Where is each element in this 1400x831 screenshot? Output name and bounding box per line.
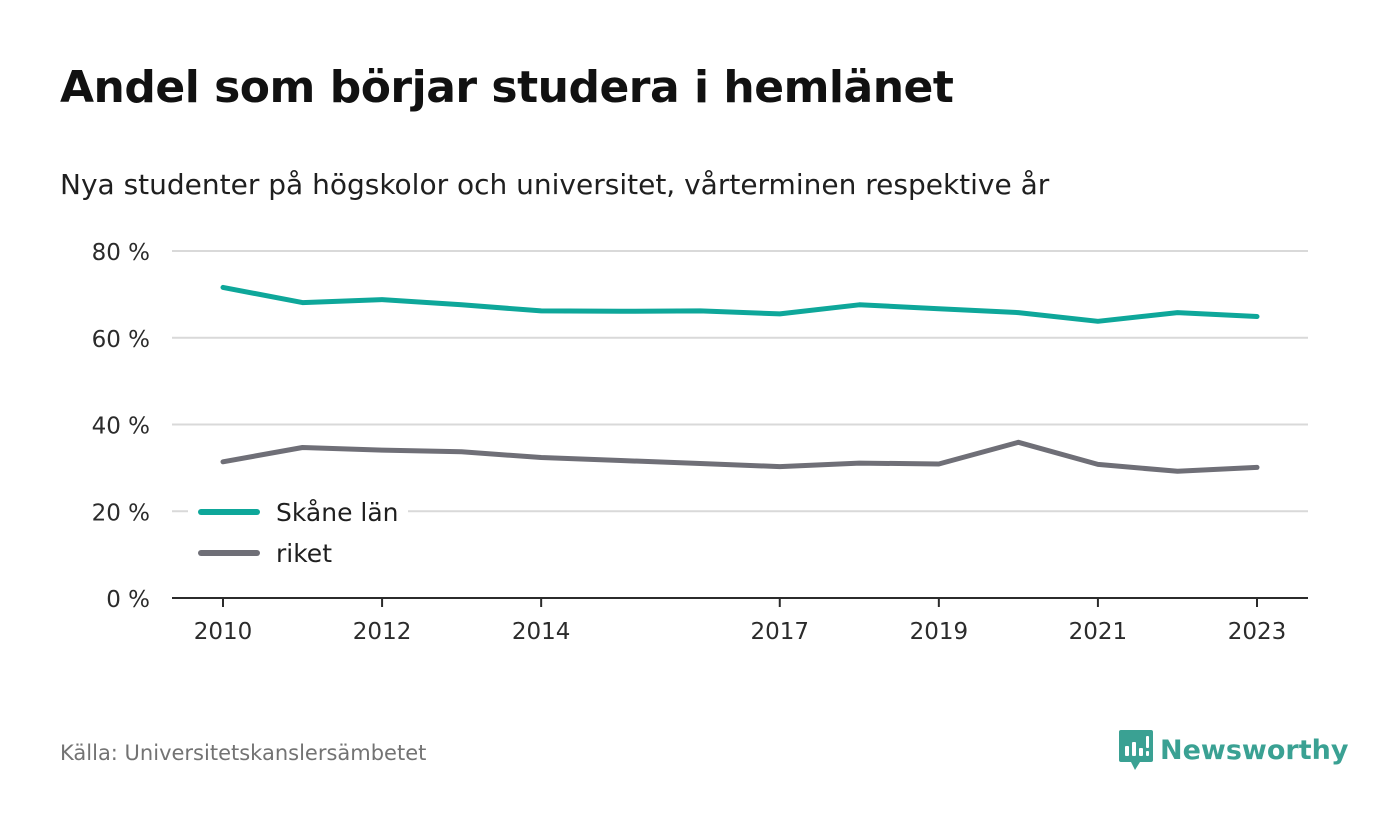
- x-tick-label: 2019: [910, 619, 969, 645]
- source-note: Källa: Universitetskanslersämbetet: [60, 741, 427, 765]
- y-tick-label: 0 %: [106, 587, 150, 613]
- newsworthy-logo-icon: [1119, 730, 1153, 770]
- x-tick-label: 2021: [1069, 619, 1128, 645]
- gridlines: [172, 250, 1308, 513]
- legend: Skåne län riket: [188, 492, 408, 574]
- y-tick-label: 20 %: [92, 500, 150, 526]
- legend-background: [188, 492, 408, 574]
- x-axis-ticks: 2010 2012 2014 2017 2019 2021 2023: [194, 598, 1287, 645]
- x-tick-label: 2014: [512, 619, 571, 645]
- y-tick-label: 80 %: [92, 240, 150, 266]
- x-tick-label: 2017: [750, 619, 809, 645]
- series-lines: [220, 284, 1260, 474]
- brand-name: Newsworthy: [1160, 734, 1349, 766]
- y-axis-ticks: 0 % 20 % 40 % 60 % 80 %: [92, 240, 150, 613]
- y-tick-label: 40 %: [92, 414, 150, 440]
- series-line-riket: [220, 439, 1260, 474]
- x-tick-label: 2023: [1228, 619, 1287, 645]
- x-tick-label: 2012: [353, 619, 412, 645]
- series-line-skane-lan: [220, 284, 1260, 324]
- brand-logo: Newsworthy: [1118, 727, 1348, 773]
- legend-label: Skåne län: [276, 498, 399, 527]
- y-tick-label: 60 %: [92, 327, 150, 353]
- legend-label: riket: [276, 539, 332, 568]
- chart-subtitle: Nya studenter på högskolor och universit…: [60, 168, 1050, 201]
- x-tick-label: 2010: [194, 619, 253, 645]
- chart-title: Andel som börjar studera i hemlänet: [60, 62, 954, 113]
